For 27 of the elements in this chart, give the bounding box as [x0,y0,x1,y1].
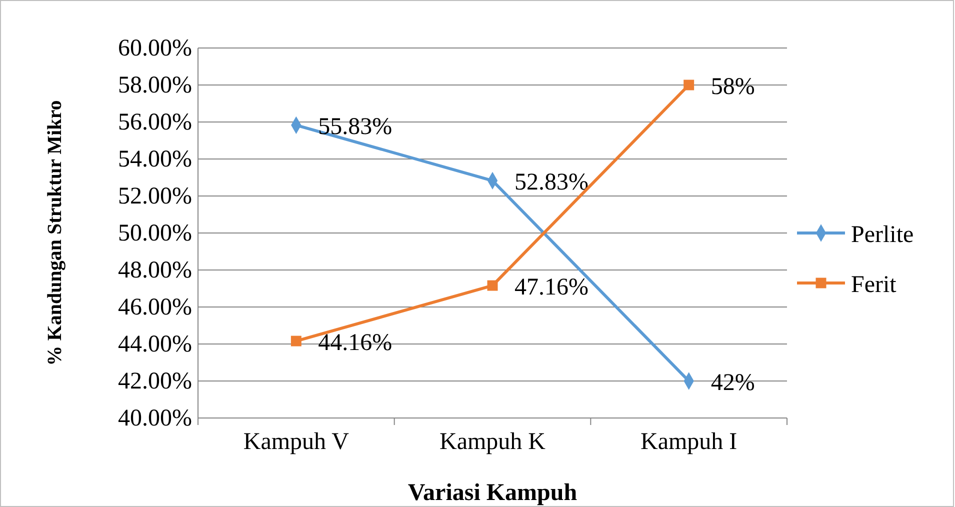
y-tick-label: 52.00% [118,184,192,210]
y-tick-label: 54.00% [118,146,192,173]
point [487,280,498,291]
x-tick-label: Kampuh V [243,429,350,456]
y-tick-label: 58.00% [118,72,192,99]
y-tick-label: 40.00% [118,406,192,432]
y-tick-label: 42.00% [118,368,192,395]
y-tick-label: 44.00% [118,332,192,358]
data-label: 47.16% [514,274,588,301]
point [290,336,302,346]
y-tick-label: 46.00% [118,294,192,321]
data-label: 52.83% [514,170,588,196]
data-label: 42% [710,370,755,396]
y-axis-title: % Kandungan Struktur Mikro [44,100,66,366]
y-tick-label: 48.00% [118,258,192,284]
data-label: 44.16% [318,330,392,356]
x-tick-label: Kampuh K [440,429,546,456]
x-axis-title: Variasi Kampuh [408,480,578,506]
y-tick-label: 50.00% [118,220,192,247]
legend-label: Ferit [851,272,897,298]
y-tick-label: 60.00% [118,36,192,62]
data-label: 55.83% [318,114,392,140]
point [684,80,694,90]
legend-label: Perlite [851,222,914,248]
data-label: 58% [710,74,755,100]
y-tick-label: 56.00% [118,110,192,136]
x-tick-label: Kampuh I [640,429,738,456]
